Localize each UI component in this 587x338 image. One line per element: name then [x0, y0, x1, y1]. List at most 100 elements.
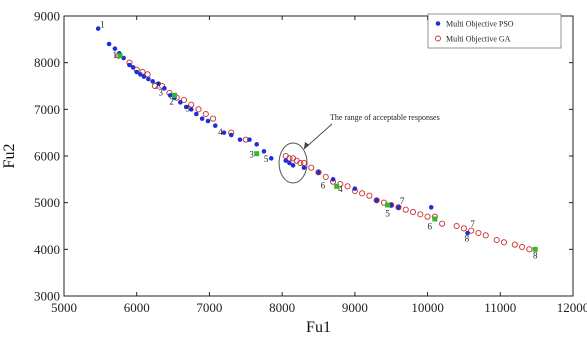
point-label: 3	[249, 149, 254, 159]
pso-series	[95, 26, 470, 236]
pso-point	[301, 165, 307, 170]
pso-point	[167, 93, 173, 98]
ga-point	[359, 190, 366, 197]
y-tick-label: 6000	[34, 149, 60, 164]
pso-point	[330, 177, 336, 182]
ga-point	[210, 115, 217, 122]
ga-point	[526, 246, 533, 253]
pso-point	[138, 72, 143, 77]
acceptable-range-circle	[278, 142, 308, 184]
point-label: 6	[321, 181, 326, 191]
point-label: 7	[400, 196, 405, 206]
point-label: 8	[465, 233, 470, 243]
legend: Multi Objective PSO Multi Objective GA	[427, 13, 562, 49]
pso-point	[283, 158, 289, 163]
pso-point	[374, 198, 379, 203]
point-label: 7	[470, 219, 475, 229]
y-tick-label: 5000	[34, 195, 60, 210]
x-tick-label: 9000	[342, 300, 368, 315]
ga-point	[424, 213, 431, 220]
x-tick-label: 12000	[557, 300, 587, 315]
pso-point	[316, 170, 321, 175]
point-label: 4	[338, 184, 343, 194]
highlighted-point	[334, 183, 340, 189]
legend-pso-marker	[435, 21, 441, 26]
x-tick-label: 11000	[484, 300, 516, 315]
x-axis-label: Fu1	[306, 319, 331, 336]
ga-point	[417, 211, 424, 218]
pso-point	[221, 130, 227, 135]
highlighted-point	[385, 202, 391, 208]
y-tick-label: 8000	[34, 55, 60, 70]
pso-point	[428, 205, 434, 210]
pso-point	[247, 137, 252, 142]
pso-point	[146, 76, 151, 82]
pso-point	[237, 137, 243, 142]
point-label: 1	[100, 20, 105, 30]
y-tick-label: 7000	[34, 102, 60, 117]
annotation-text: The range of acceptable responses	[330, 113, 440, 122]
highlighted-point	[117, 53, 123, 59]
legend-box	[427, 13, 562, 49]
ga-point	[373, 197, 380, 204]
ga-point	[519, 243, 526, 251]
ga-point	[151, 82, 158, 90]
point-label: 5	[385, 209, 390, 219]
pso-point	[212, 123, 218, 128]
ga-point	[195, 106, 202, 113]
pso-point	[352, 186, 358, 191]
y-tick-label: 9000	[34, 9, 60, 24]
ga-point	[402, 206, 409, 213]
pso-point	[112, 46, 118, 51]
highlighted-point	[254, 151, 260, 157]
y-tick-label: 4000	[34, 242, 60, 257]
point-label: 5	[264, 154, 269, 164]
ga-point	[366, 192, 373, 199]
x-tick-label: 7000	[196, 300, 222, 315]
pso-point	[194, 111, 199, 117]
plot-area	[63, 15, 574, 297]
highlighted-point	[432, 216, 438, 222]
ga-point	[511, 241, 518, 248]
pso-point	[287, 160, 292, 166]
ga-point	[460, 225, 467, 232]
ga-point	[395, 204, 402, 211]
pso-point	[150, 79, 156, 84]
legend-ga-marker	[435, 35, 441, 42]
pso-point	[188, 107, 194, 112]
annotation-arrowhead	[303, 142, 310, 149]
pso-point	[290, 163, 296, 168]
pso-point	[178, 100, 183, 105]
ga-point	[439, 220, 446, 227]
pso-point	[228, 132, 234, 138]
y-tick-label: 3000	[34, 289, 60, 304]
point-label: 3	[158, 87, 163, 97]
pso-point	[162, 86, 167, 91]
ga-point	[308, 164, 315, 171]
legend-ga-label: Multi Objective GA	[446, 35, 511, 44]
pso-point	[134, 69, 140, 75]
highlighted-point	[172, 92, 178, 98]
x-tick-label: 6000	[124, 300, 150, 315]
pso-point	[205, 118, 211, 124]
highlighted-points	[117, 53, 538, 252]
ga-point	[453, 222, 460, 230]
ga-point	[482, 232, 489, 239]
ga-point	[297, 159, 304, 167]
x-tick-label: 5000	[51, 300, 77, 315]
x-tick-label: 8000	[269, 300, 295, 315]
legend-pso-label: Multi Objective PSO	[446, 20, 514, 29]
pso-point	[95, 26, 101, 31]
pso-point	[199, 116, 205, 121]
pso-point	[396, 205, 401, 210]
pso-point	[141, 74, 147, 79]
ga-point	[468, 227, 475, 234]
ga-point	[180, 96, 188, 104]
ga-point	[202, 110, 209, 118]
annotation-layer: The range of acceptable responses	[278, 113, 440, 184]
pso-point	[183, 104, 189, 110]
pso-point	[127, 62, 132, 68]
ga-point	[493, 236, 500, 244]
